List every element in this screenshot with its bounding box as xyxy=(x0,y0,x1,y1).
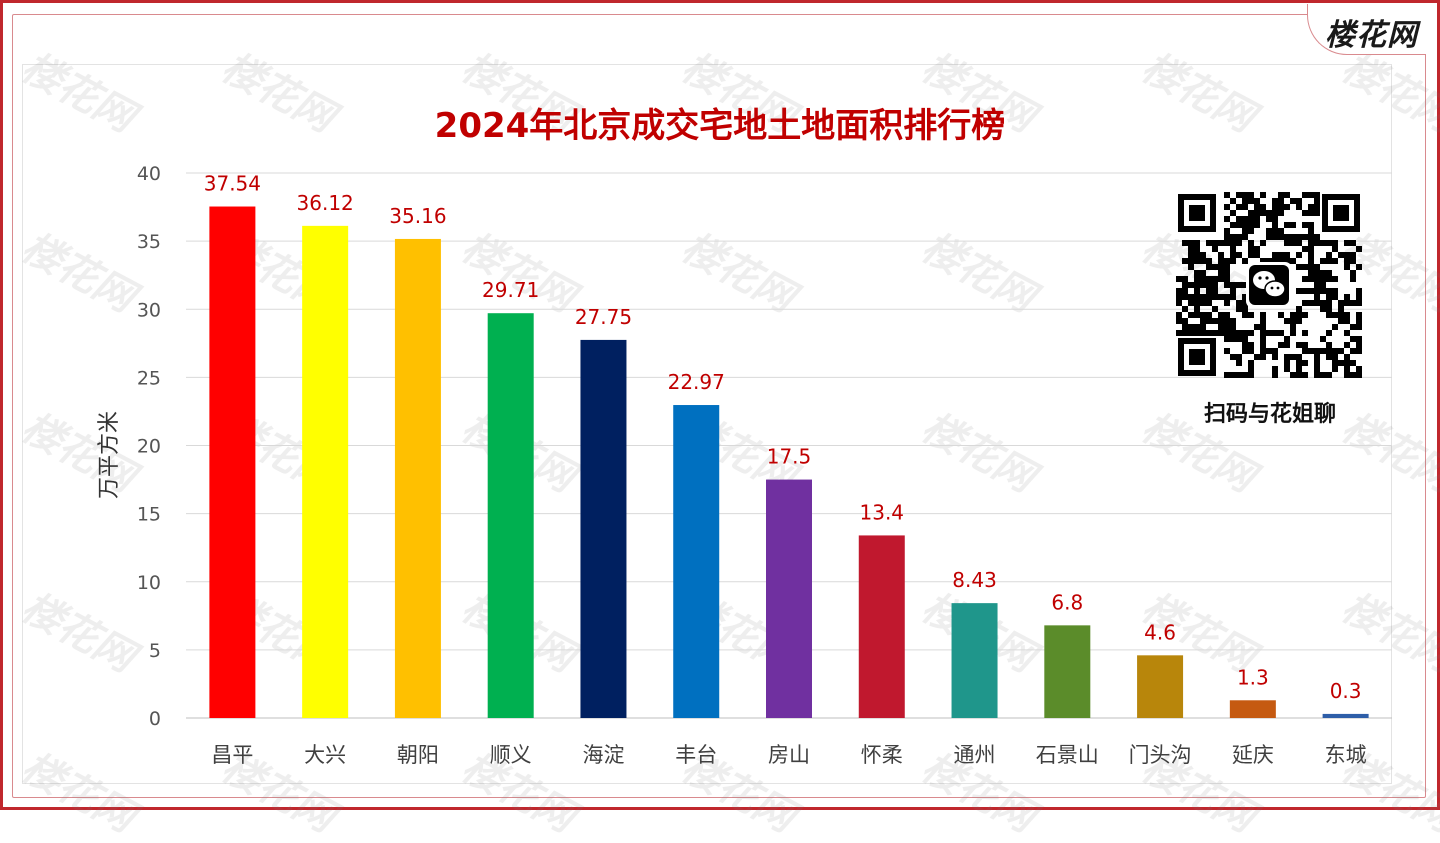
plot-frame xyxy=(22,64,1392,784)
x-tick-label: 通州 xyxy=(954,743,996,767)
bar xyxy=(209,206,256,718)
x-tick-label: 石景山 xyxy=(1036,743,1099,767)
y-tick-label: 5 xyxy=(149,640,161,662)
data-label: 22.97 xyxy=(668,370,725,394)
x-tick-label: 朝阳 xyxy=(397,743,439,767)
qr-code xyxy=(1176,192,1362,378)
inner-frame xyxy=(12,14,1426,798)
bar xyxy=(1229,700,1276,718)
y-tick-label: 0 xyxy=(149,708,161,730)
data-label: 0.3 xyxy=(1330,679,1362,703)
data-label: 35.16 xyxy=(389,204,446,228)
data-label: 29.71 xyxy=(482,278,539,302)
bar xyxy=(858,535,905,718)
bar xyxy=(673,405,720,718)
x-tick-label: 怀柔 xyxy=(861,743,903,767)
data-label: 36.12 xyxy=(297,191,354,215)
x-tick-label: 大兴 xyxy=(304,743,346,767)
y-tick-label: 25 xyxy=(137,367,161,389)
bar xyxy=(487,313,534,718)
y-tick-label: 10 xyxy=(137,572,161,594)
data-label: 4.6 xyxy=(1144,620,1176,644)
x-tick-label: 顺义 xyxy=(490,743,532,767)
data-label: 13.4 xyxy=(860,500,905,524)
bar xyxy=(580,339,627,718)
y-tick-label: 35 xyxy=(137,231,161,253)
x-tick-label: 延庆 xyxy=(1232,743,1274,767)
data-label: 6.8 xyxy=(1051,590,1083,614)
y-tick-label: 20 xyxy=(137,436,161,458)
bar xyxy=(394,238,441,718)
bar xyxy=(1322,713,1369,718)
bar xyxy=(1137,655,1184,718)
data-label: 1.3 xyxy=(1237,665,1269,689)
x-tick-label: 海淀 xyxy=(582,743,624,767)
data-label: 17.5 xyxy=(767,445,812,469)
y-tick-label: 15 xyxy=(137,504,161,526)
x-tick-label: 昌平 xyxy=(211,743,253,767)
y-axis-label: 万平方米 xyxy=(97,411,122,499)
x-tick-label: 丰台 xyxy=(675,743,717,767)
chart-title: 2024年北京成交宅地土地面积排行榜 xyxy=(434,106,1006,146)
bar xyxy=(1044,625,1091,718)
brand-tab xyxy=(1307,4,1426,55)
bar xyxy=(951,603,998,718)
outer-frame xyxy=(0,0,1440,810)
bar xyxy=(302,225,349,719)
brand-logo: 楼花网 xyxy=(1325,18,1418,53)
y-tick-label: 40 xyxy=(137,163,161,185)
y-tick-label: 30 xyxy=(137,299,161,321)
x-tick-label: 东城 xyxy=(1325,743,1367,767)
x-tick-label: 房山 xyxy=(768,743,810,767)
bar xyxy=(766,479,812,718)
data-label: 27.75 xyxy=(575,305,632,329)
data-label: 37.54 xyxy=(204,172,261,196)
qr-caption: 扫码与花姐聊 xyxy=(1203,402,1336,427)
data-label: 8.43 xyxy=(952,568,997,592)
bar-chart: 0 5 10 15 20 25 30 35 40 万平方米 37.54 昌平 36.12 大兴 35.16 朝… xyxy=(97,163,1392,767)
x-tick-label: 门头沟 xyxy=(1129,743,1192,767)
wechat-icon xyxy=(1246,262,1292,308)
